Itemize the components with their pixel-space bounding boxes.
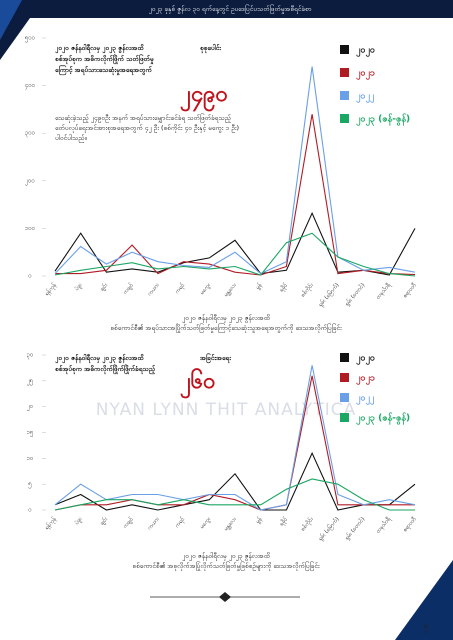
y-tick-label: ၁၀ bbox=[26, 455, 34, 462]
legend-swatch bbox=[340, 114, 349, 123]
legend-label: ၂၀၂၁ bbox=[356, 374, 375, 386]
x-tick-label: ကရင် bbox=[173, 281, 187, 296]
caption: ၂၀၂၀ ဇန်နဝါရီလမှ ၂၀၂၃ ဇွန်လအထိ bbox=[182, 314, 271, 323]
series-line bbox=[54, 365, 416, 511]
y-tick-label: ၁၀၀ bbox=[24, 225, 35, 232]
x-tick-label: ကချင် bbox=[121, 515, 136, 530]
series-line bbox=[55, 114, 416, 276]
y-tick-label: ၅ bbox=[27, 481, 31, 489]
x-tick-label: ချင်း bbox=[98, 515, 111, 528]
big-number: ၂၆၀ bbox=[180, 367, 216, 399]
legend-label: ၂၀၂၁ bbox=[356, 69, 375, 81]
x-tick-label: ရခိုင် bbox=[277, 281, 290, 294]
x-tick-label: ကယား bbox=[147, 282, 161, 297]
x-tick-label: ချင်း bbox=[98, 281, 111, 294]
x-tick-label: မွန် bbox=[253, 281, 264, 291]
legend-label: ၂၀၂၃ (ဇန်-ဇွန်) bbox=[356, 114, 410, 127]
series-line bbox=[54, 478, 415, 511]
x-tick-label: ကချင် bbox=[121, 281, 136, 296]
x-tick-label: ရှမ်း (မြောက်) bbox=[315, 280, 341, 308]
x-tick-label: ပဲခူး bbox=[72, 281, 84, 293]
x-tick-label: မန္တလေး bbox=[223, 516, 239, 533]
y-tick-label: ၅၀၀ bbox=[24, 35, 35, 43]
series-line bbox=[54, 66, 416, 275]
y-tick-label: ၃၀ bbox=[26, 352, 34, 360]
y-tick-label: ၄၀၀ bbox=[25, 82, 35, 90]
page-number: ၅ bbox=[423, 622, 428, 633]
x-tick-label: မွန် bbox=[253, 515, 264, 525]
legend-label: ၂၀၂၂ bbox=[356, 92, 374, 104]
header-title: ၂၀၂၃ ခုနှစ် ဇွန်လ ၃၀ ရက်နေ့တွင် ဥပဒေပြင်… bbox=[149, 4, 312, 14]
corner-decoration bbox=[395, 560, 453, 640]
total-label: စုစုပေါင်း bbox=[200, 44, 221, 54]
x-tick-label: ပဲခူး bbox=[72, 515, 84, 527]
x-tick-label: ရခိုင် bbox=[277, 515, 290, 528]
y-tick-label: ၂၀ bbox=[27, 403, 33, 411]
x-tick-label: မကွေး bbox=[199, 516, 213, 531]
legend-swatch bbox=[340, 393, 349, 402]
legend-swatch bbox=[340, 91, 349, 100]
header-band bbox=[0, 0, 453, 60]
y-tick-label: ၀ bbox=[28, 507, 31, 514]
legend-swatch bbox=[340, 413, 349, 422]
description: စစ်အုပ်စုက အဓိကလိုက်ဖြိုက် သတ်ဖြတ်မှု bbox=[55, 54, 154, 65]
note: ဝော်ပလုပ်ရေးအင်အားစုအရေအတွက် ၄၂ ဦး (စစ်က… bbox=[55, 124, 239, 133]
legend-swatch bbox=[340, 68, 349, 77]
series-line bbox=[54, 232, 416, 277]
description: စစ်အုပ်စုက အဓိကလိုက်ဖြိုက်ဖြိုက်ခံရသည့် bbox=[55, 364, 156, 375]
x-tick-label: ရှမ်း (တောင်) bbox=[342, 515, 367, 542]
series-line bbox=[54, 375, 415, 511]
x-tick-label: ကယား bbox=[147, 516, 161, 531]
series-line bbox=[54, 451, 416, 511]
y-tick-label: ၁၅ bbox=[26, 429, 34, 437]
y-tick-label: ၂၅ bbox=[27, 377, 33, 385]
watermark: NYAN LYNN THIT ANALYTICA bbox=[96, 400, 356, 420]
ornament bbox=[150, 592, 300, 602]
x-tick-label: မန္တလေး bbox=[223, 282, 239, 299]
legend-swatch bbox=[340, 353, 349, 362]
x-tick-label: ဧရာဝတီ bbox=[401, 515, 419, 534]
x-tick-label: မကွေး bbox=[199, 282, 213, 297]
legend-label: ၂၀၂၀ bbox=[356, 46, 375, 58]
x-tick-label: ဧရာဝတီ bbox=[401, 281, 419, 300]
legend-swatch bbox=[340, 373, 349, 382]
x-tick-label: စစ်ကိုင်း bbox=[298, 515, 316, 534]
big-number: ၂၄၉၀ bbox=[180, 82, 228, 112]
x-tick-label: တနင်္သာရီ bbox=[374, 280, 394, 301]
y-tick-label: ၃၀၀ bbox=[24, 130, 35, 138]
y-tick-label: ၀ bbox=[28, 273, 31, 280]
x-tick-label: စစ်ကိုင်း bbox=[298, 281, 316, 300]
legend-label: ၂၀၂၀ bbox=[356, 354, 375, 366]
corner-decoration bbox=[0, 0, 22, 40]
caption: ၂၀၂၀ ဇန်နဝါရီလမှ ၂၀၂၃ ဇွန်လအထိ bbox=[182, 552, 271, 561]
x-tick-label: ကရင် bbox=[173, 515, 187, 530]
x-tick-label: ရန်ကုန် bbox=[42, 515, 58, 532]
description: ၂၀၂၀ ဇန်နဝါရီလမှ ၂၀၂၃ ဇွန်လအထိ bbox=[55, 44, 144, 54]
caption: စစ်ကောင်စီ၏ အရပ်သားအပြိုက်သတ်ဖြတ်မှုကြော… bbox=[110, 323, 342, 333]
y-tick-label: ၂၀၀ bbox=[25, 177, 35, 185]
note: ပါဝင်ပါသည်။ bbox=[55, 134, 86, 143]
legend-label: ၂၀၂၂ bbox=[356, 394, 374, 406]
x-tick-label: တနင်္သာရီ bbox=[374, 514, 394, 535]
x-tick-label: ရှမ်း (မြောက်) bbox=[315, 514, 341, 542]
x-tick-label: ရှမ်း (တောင်) bbox=[342, 281, 367, 308]
legend-swatch bbox=[340, 45, 349, 54]
caption: စစ်ကောင်စီ၏ အစုလိုက်အပြုံလိုက်သတ်ဖြတ်မှု… bbox=[132, 561, 319, 571]
legend-label: ၂၀၂၃ (ဇန်-ဇွန်) bbox=[356, 413, 410, 426]
description: ၂၀၂၀ ဇန်နဝါရီလမှ ၂၀၂၃ ဇွန်လအထိ bbox=[55, 354, 144, 364]
description: ကြောင့် အရပ်သားသေဆုံးမှုအရေအတွက် bbox=[55, 65, 152, 76]
x-tick-label: ရန်ကုန် bbox=[42, 281, 58, 298]
total-label: အခြင်းအရေး bbox=[200, 353, 231, 364]
note: သေဆုံးခဲ့သည့် ၂၄၉၀ဦး အနက် အရပ်သားမျှောင်… bbox=[55, 113, 232, 123]
